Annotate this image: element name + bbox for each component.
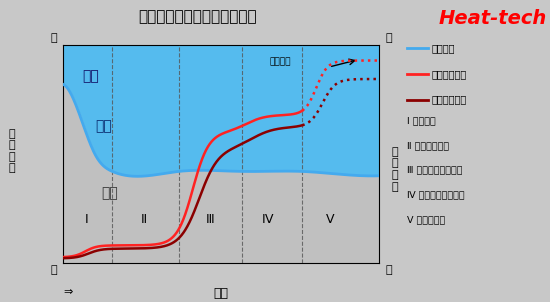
Text: Ⅰ: Ⅰ bbox=[85, 213, 89, 226]
Text: Ⅱ 定率乾燥期間: Ⅱ 定率乾燥期間 bbox=[407, 141, 449, 150]
Text: 低: 低 bbox=[386, 265, 392, 275]
Text: Ⅴ: Ⅴ bbox=[326, 213, 335, 226]
Text: Ⅳ: Ⅳ bbox=[261, 213, 273, 226]
Text: Ⅳ 減率乾燥期間後期: Ⅳ 減率乾燥期間後期 bbox=[407, 191, 465, 200]
Text: 熱源温度: 熱源温度 bbox=[270, 57, 291, 66]
Text: Heat-tech: Heat-tech bbox=[438, 9, 546, 28]
Text: ⇒: ⇒ bbox=[63, 287, 73, 297]
Text: 材
料
温
度: 材 料 温 度 bbox=[392, 147, 398, 191]
Text: Ⅰ 予熱期間: Ⅰ 予熱期間 bbox=[407, 116, 436, 125]
Text: 軽: 軽 bbox=[51, 265, 57, 275]
Text: 時間: 時間 bbox=[214, 287, 229, 300]
Text: 乾燥による重量と温度の変化: 乾燥による重量と温度の変化 bbox=[139, 9, 257, 24]
Text: 重: 重 bbox=[51, 33, 57, 43]
Text: 高: 高 bbox=[386, 33, 392, 43]
Text: 材料中心温度: 材料中心温度 bbox=[432, 95, 467, 105]
Text: Ⅱ: Ⅱ bbox=[141, 213, 147, 226]
Text: Ⅲ 減率乾燥期間前期: Ⅲ 減率乾燥期間前期 bbox=[407, 166, 463, 175]
Text: 固体: 固体 bbox=[101, 186, 118, 200]
Text: Ⅲ: Ⅲ bbox=[206, 213, 214, 226]
Text: Ⅴ 平衡乾燥期: Ⅴ 平衡乾燥期 bbox=[407, 215, 446, 224]
Text: 液体: 液体 bbox=[95, 119, 112, 133]
Text: 気体: 気体 bbox=[82, 69, 99, 83]
Text: 材料重量: 材料重量 bbox=[432, 43, 455, 53]
Text: 材料表面温度: 材料表面温度 bbox=[432, 69, 467, 79]
Text: 材
料
重
量: 材 料 重 量 bbox=[9, 129, 15, 173]
